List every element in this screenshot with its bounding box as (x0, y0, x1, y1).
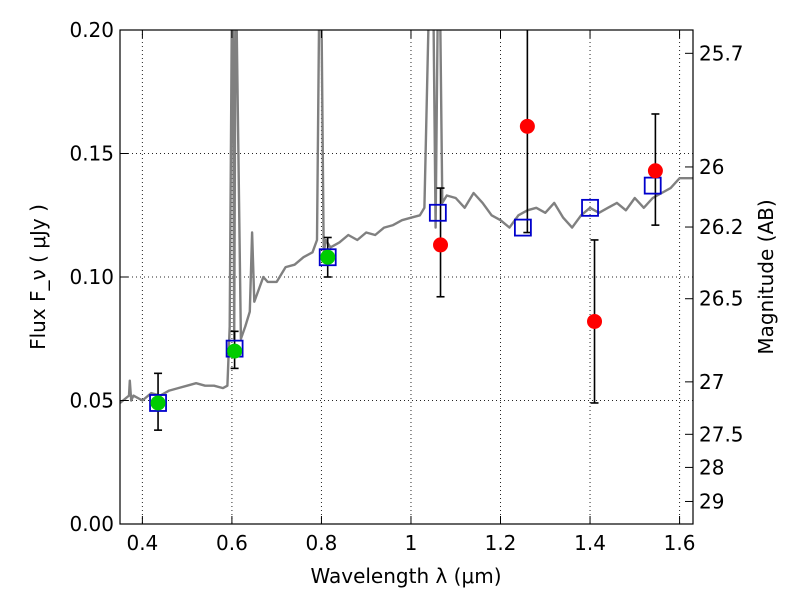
data-markers (149, 118, 663, 412)
nir-flux-point (433, 237, 449, 253)
y-tick-label: 0.05 (69, 389, 114, 413)
y2-tick-label: 26.5 (699, 287, 744, 311)
y2-tick-label: 25.7 (699, 41, 744, 65)
nir-flux-point (647, 163, 663, 179)
axis-ticks (120, 29, 693, 525)
optical-flux-point (150, 395, 166, 411)
x-tick-label: 0.8 (306, 531, 338, 555)
y2-axis-title: Magnitude (AB) (754, 199, 778, 354)
x-tick-label: 0.6 (216, 531, 248, 555)
x-tick-label: 1.2 (485, 531, 517, 555)
x-tick-label: 1 (405, 531, 418, 555)
y2-tick-label: 26 (699, 155, 724, 179)
x-tick-label: 1.6 (664, 531, 696, 555)
optical-flux-point (227, 343, 243, 359)
y2-tick-label: 26.2 (699, 215, 744, 239)
x-tick-label: 0.4 (126, 531, 158, 555)
y2-tick-label: 29 (699, 489, 724, 513)
nir-flux-point (519, 118, 535, 134)
y2-tick-label: 27 (699, 370, 724, 394)
y-tick-label: 0.10 (69, 265, 114, 289)
nir-flux-point (587, 313, 603, 329)
optical-flux-point (320, 249, 336, 265)
y-tick-label: 0.00 (69, 512, 114, 536)
y2-tick-label: 27.5 (699, 422, 744, 446)
template-spectrum (120, 30, 693, 404)
model-flux-square (513, 218, 532, 237)
model-flux-square (318, 248, 337, 267)
x-tick-label: 1.4 (574, 531, 606, 555)
template-spectrum-line (120, 30, 693, 404)
x-axis-title: Wavelength λ (μm) (310, 564, 501, 588)
y-tick-label: 0.20 (69, 18, 114, 42)
model-flux-square (581, 198, 599, 217)
plot-background (120, 30, 693, 524)
y2-tick-label: 28 (699, 455, 724, 479)
model-flux-square (428, 203, 447, 222)
tick-labels: 0.4 0.6 0.8 1 1.2 1.4 1.6 0.00 0.05 0.10 0.15 0.20 2… (69, 18, 743, 555)
y-tick-label: 0.15 (69, 142, 114, 166)
y-axis-title: Flux F_ν ( μJy ) (26, 204, 50, 350)
model-flux-square (149, 394, 167, 412)
